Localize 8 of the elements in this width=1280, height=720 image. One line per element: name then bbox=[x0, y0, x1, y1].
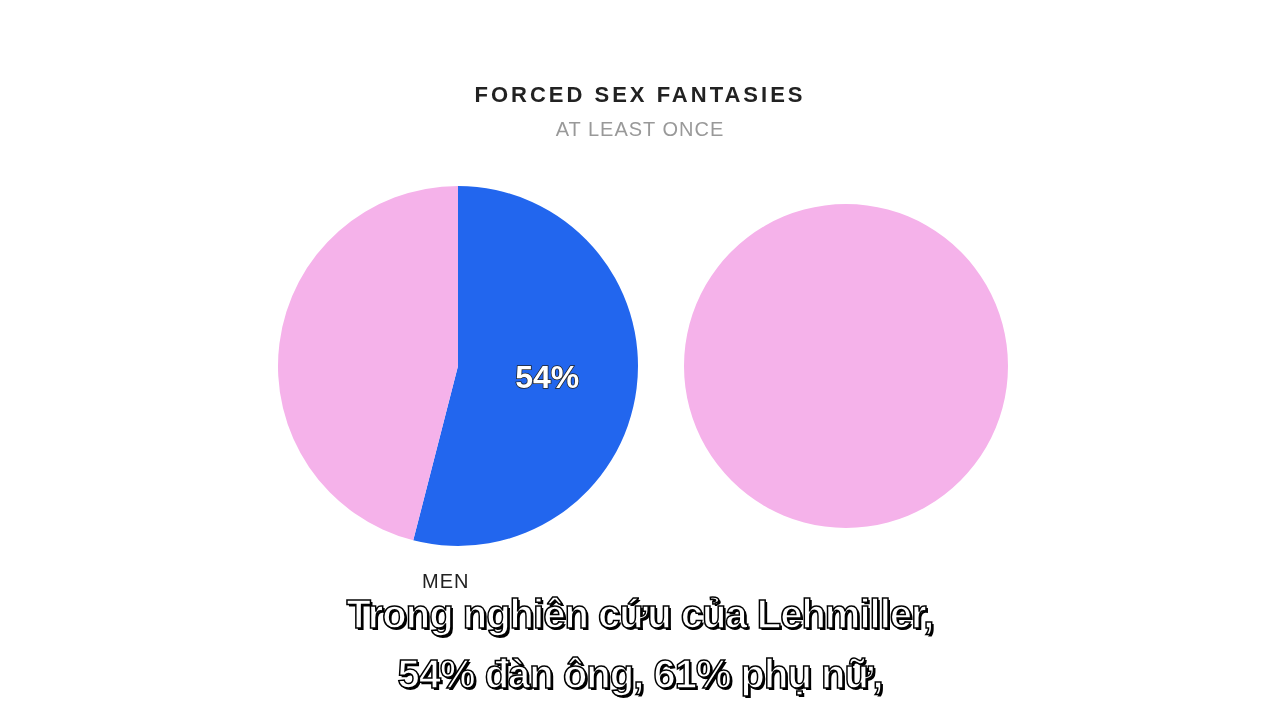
chart-subtitle: AT LEAST ONCE bbox=[554, 118, 726, 141]
text: 54% đàn ông, 61% phụ nữ, bbox=[396, 652, 884, 697]
text: Trong nghiên cứu của Lehmiller, bbox=[345, 592, 935, 637]
pie-slice bbox=[413, 186, 638, 546]
data-label: 54% bbox=[515, 359, 580, 396]
pie-slice bbox=[278, 186, 458, 541]
text: MEN bbox=[422, 570, 470, 593]
chart-title: FORCED SEX FANTASIES bbox=[473, 82, 807, 108]
